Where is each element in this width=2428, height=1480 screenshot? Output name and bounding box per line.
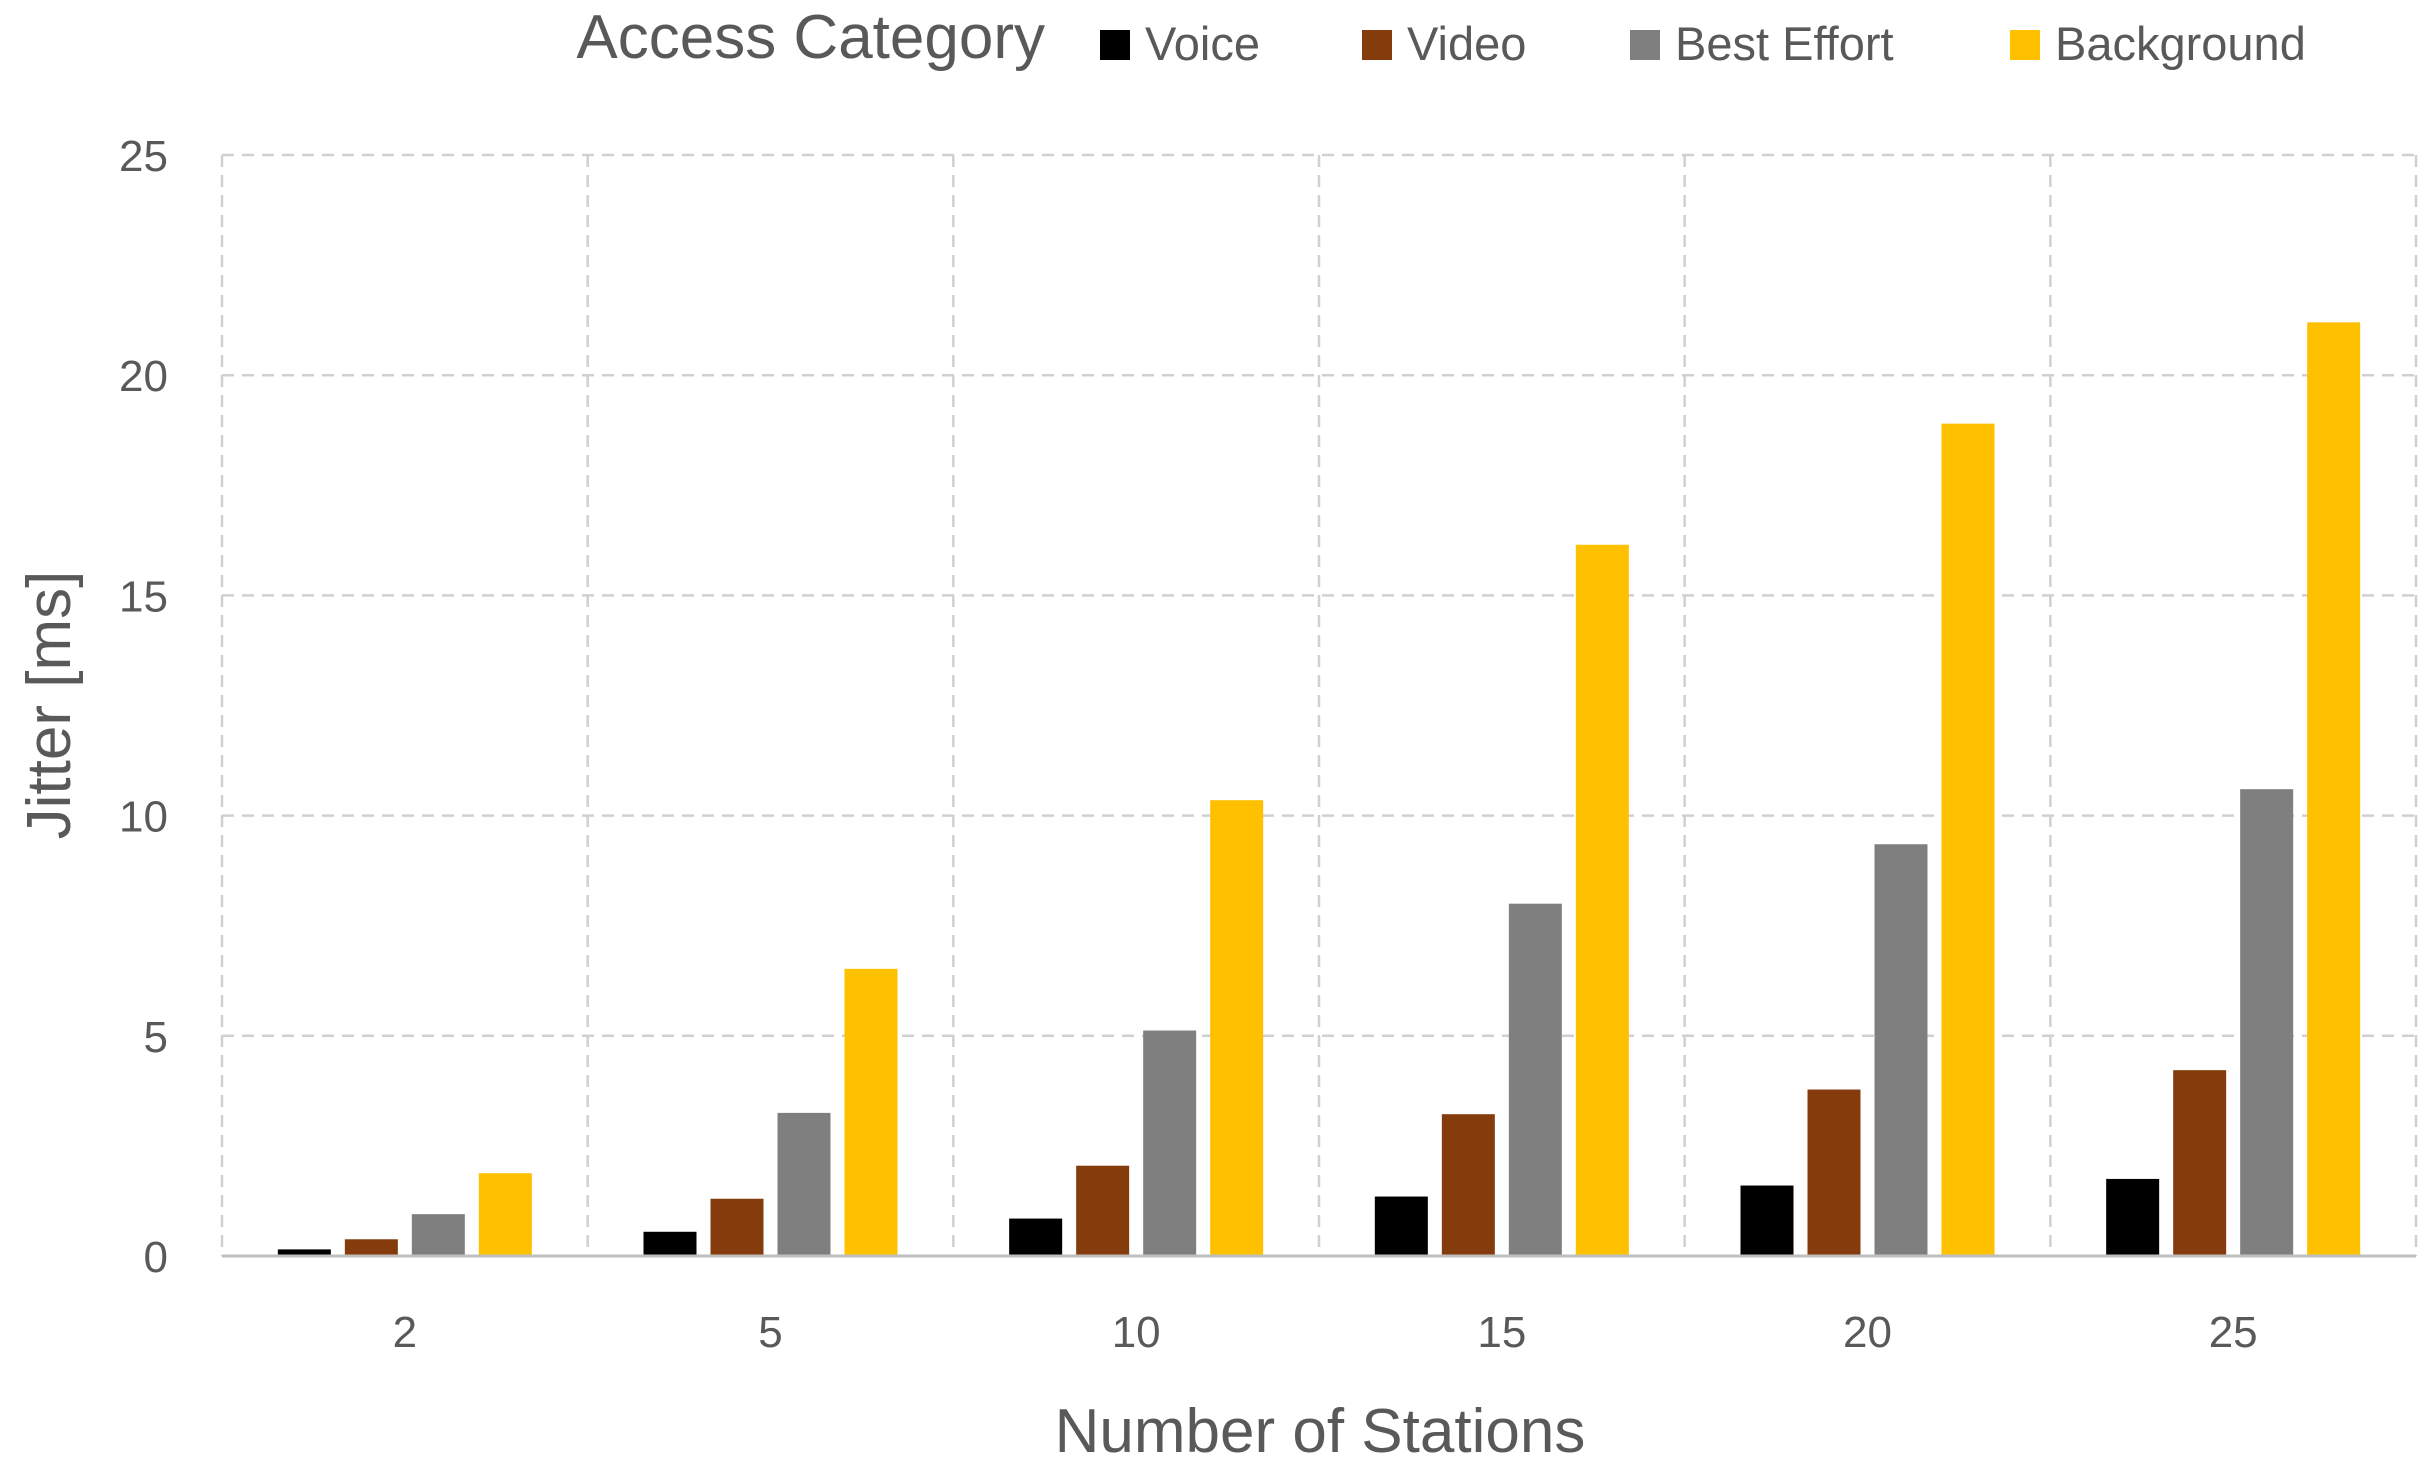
bar-background-10	[1210, 800, 1264, 1256]
bar-best-effort-20	[1874, 844, 1928, 1256]
bar-voice-20	[1740, 1185, 1794, 1256]
bar-video-15	[1441, 1114, 1495, 1256]
x-tick-label: 2	[393, 1308, 417, 1357]
bar-voice-10	[1009, 1218, 1063, 1256]
x-tick-label: 20	[1843, 1308, 1892, 1357]
bar-background-5	[844, 968, 898, 1256]
legend: Voice Video Best Effort Background	[1100, 17, 2306, 70]
legend-swatch-voice	[1100, 30, 1130, 60]
legend-label-voice: Voice	[1145, 17, 1260, 70]
y-tick-label: 25	[119, 132, 168, 181]
bar-best-effort-5	[777, 1112, 831, 1256]
legend-swatch-video	[1362, 30, 1392, 60]
x-axis-title: Number of Stations	[1055, 1397, 1586, 1466]
bar-background-15	[1575, 544, 1629, 1256]
bar-voice-5	[643, 1231, 697, 1256]
bar-voice-25	[2106, 1178, 2160, 1256]
grid	[220, 153, 2418, 1256]
y-tick-label: 20	[119, 352, 168, 401]
bar-best-effort-10	[1143, 1030, 1197, 1256]
bar-video-5	[710, 1198, 764, 1256]
bar-video-2	[344, 1239, 398, 1256]
y-tick-label: 0	[144, 1233, 168, 1282]
legend-title: Access Category	[576, 3, 1045, 72]
bar-background-25	[2307, 322, 2361, 1256]
legend-swatch-background	[2010, 30, 2040, 60]
x-tick-label: 5	[758, 1308, 782, 1357]
legend-label-video: Video	[1407, 17, 1526, 70]
y-tick-label: 15	[119, 572, 168, 621]
bar-best-effort-15	[1508, 903, 1562, 1256]
legend-swatch-best-effort	[1630, 30, 1660, 60]
bar-video-10	[1076, 1165, 1130, 1256]
bar-best-effort-2	[411, 1214, 465, 1256]
x-tick-label: 15	[1477, 1308, 1526, 1357]
y-axis-title: Jitter [ms]	[15, 571, 84, 840]
y-tick-label: 10	[119, 793, 168, 842]
legend-label-background: Background	[2055, 17, 2306, 70]
y-tick-label: 5	[144, 1013, 168, 1062]
bar-background-2	[478, 1173, 532, 1256]
x-tick-label: 10	[1112, 1308, 1161, 1357]
x-tick-label: 25	[2209, 1308, 2258, 1357]
bars	[277, 322, 2361, 1256]
legend-label-best-effort: Best Effort	[1675, 17, 1894, 70]
bar-best-effort-25	[2240, 789, 2294, 1256]
bar-voice-15	[1374, 1196, 1428, 1256]
bar-background-20	[1941, 423, 1995, 1256]
bar-voice-2	[277, 1249, 331, 1256]
bar-video-25	[2173, 1070, 2227, 1256]
bar-video-20	[1807, 1089, 1861, 1256]
